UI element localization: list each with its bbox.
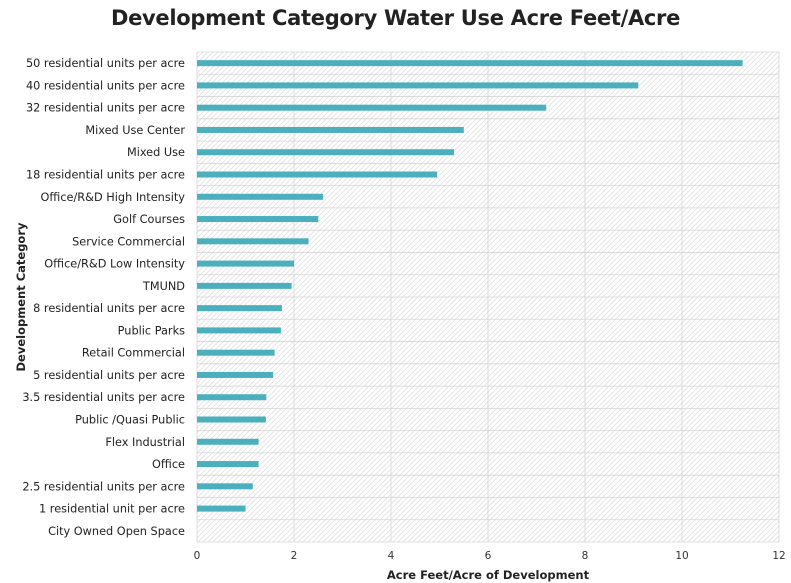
category-label: 18 residential units per acre — [26, 169, 185, 182]
bar — [197, 126, 464, 133]
bar — [197, 149, 455, 156]
x-tick-label: 2 — [291, 550, 298, 562]
bar — [197, 394, 267, 401]
bars — [197, 60, 743, 512]
y-axis-title: Development Category — [14, 222, 28, 371]
category-label: 3.5 residential units per acre — [22, 391, 185, 404]
category-labels: 50 residential units per acre 40 resident… — [22, 57, 185, 538]
x-tick-label: 6 — [485, 550, 492, 562]
x-tick-label: 12 — [772, 550, 785, 562]
bar — [197, 371, 274, 378]
category-label: 1 residential unit per acre — [39, 503, 185, 516]
x-tick-labels: 0 2 4 6 8 10 12 — [194, 550, 786, 562]
bar — [197, 505, 246, 512]
category-label: City Owned Open Space — [48, 525, 185, 538]
x-tick-label: 4 — [388, 550, 395, 562]
bar — [197, 216, 319, 223]
category-label: TMUND — [142, 280, 185, 293]
category-label: Mixed Use — [127, 146, 185, 159]
bar — [197, 60, 743, 67]
bar — [197, 416, 266, 423]
bar — [197, 282, 292, 289]
bar — [197, 171, 438, 178]
bar — [197, 483, 253, 490]
category-label: Public /Quasi Public — [75, 414, 185, 427]
category-label: Mixed Use Center — [85, 124, 185, 137]
category-label: 40 residential units per acre — [26, 79, 185, 92]
bar — [197, 349, 275, 356]
bar — [197, 82, 639, 89]
chart-title: Development Category Water Use Acre Feet… — [110, 6, 681, 30]
bar — [197, 438, 259, 445]
category-label: Office/R&D High Intensity — [41, 191, 186, 204]
bar — [197, 104, 547, 111]
category-label: 50 residential units per acre — [26, 57, 185, 70]
category-label: Retail Commercial — [82, 347, 185, 360]
bar — [197, 193, 324, 200]
bar — [197, 238, 309, 245]
category-label: 2.5 residential units per acre — [22, 480, 185, 493]
category-label: 5 residential units per acre — [33, 369, 185, 382]
category-label: Service Commercial — [72, 235, 185, 248]
bar — [197, 305, 282, 312]
x-tick-label: 10 — [675, 550, 688, 562]
grid-lines — [196, 51, 780, 543]
category-label: Public Parks — [118, 324, 185, 337]
x-tick-label: 8 — [582, 550, 589, 562]
x-axis-title: Acre Feet/Acre of Development — [387, 568, 590, 582]
x-tick-label: 0 — [194, 550, 201, 562]
category-label: Office — [152, 458, 185, 471]
category-label: Office/R&D Low Intensity — [44, 258, 185, 271]
bar — [197, 260, 294, 267]
bar — [197, 461, 259, 468]
category-label: Flex Industrial — [105, 436, 185, 449]
category-label: 32 residential units per acre — [26, 102, 185, 115]
category-label: 8 residential units per acre — [33, 302, 185, 315]
bar — [197, 327, 281, 334]
category-label: Golf Courses — [113, 213, 185, 226]
